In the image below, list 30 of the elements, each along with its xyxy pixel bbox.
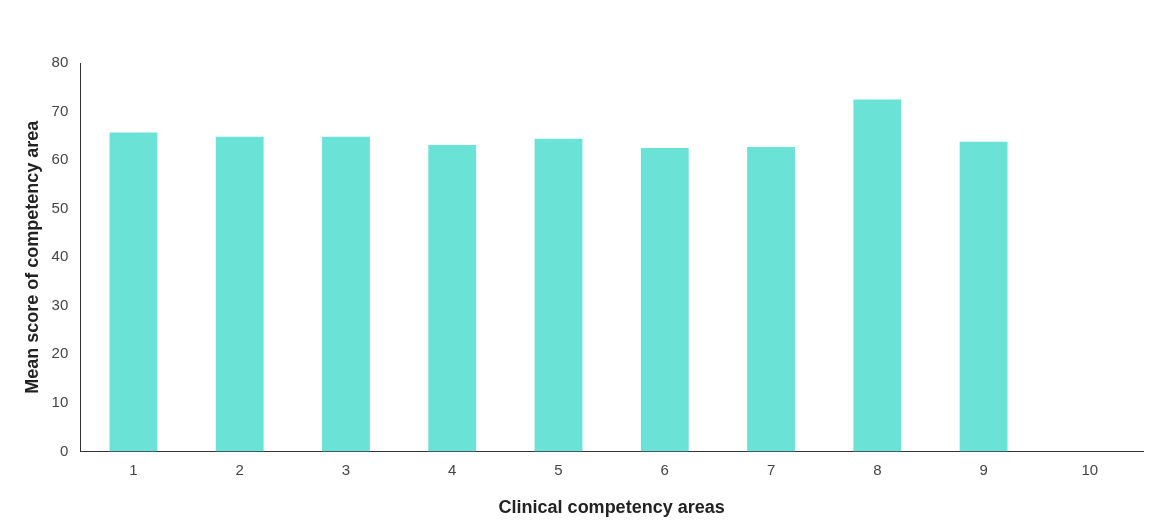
y-tick-label: 20 [51,344,69,362]
bar [215,136,264,452]
x-tick-label: 1 [129,460,138,478]
y-tick-label: 40 [51,247,69,265]
y-tick-label: 10 [51,392,69,410]
y-tick-label: 80 [51,53,69,71]
bar [853,99,902,452]
y-tick-label: 60 [51,150,69,168]
bar [322,136,370,452]
y-tick-label: 30 [51,295,69,313]
x-tick-label: 3 [341,460,351,478]
x-tick-label: 5 [554,460,563,478]
y-tick-label: 0 [59,441,69,459]
y-tick-label: 70 [51,101,69,119]
bar [428,145,477,452]
x-tick-label: 6 [660,460,669,478]
x-tick-label: 7 [766,460,776,478]
x-axis-title: Clinical competency areas [498,497,725,518]
x-tick-label: 8 [873,460,882,478]
x-tick-label: 10 [1081,460,1099,478]
x-tick-label: 4 [448,460,457,478]
bar [534,138,583,452]
x-tick-label: 9 [979,460,988,478]
x-tick-label: 2 [235,460,244,478]
bar [747,146,795,452]
y-axis-title: Mean score of competency area [21,119,42,394]
bar [109,132,158,452]
bar [959,141,1008,452]
bar [640,147,689,452]
y-tick-label: 50 [51,198,69,216]
